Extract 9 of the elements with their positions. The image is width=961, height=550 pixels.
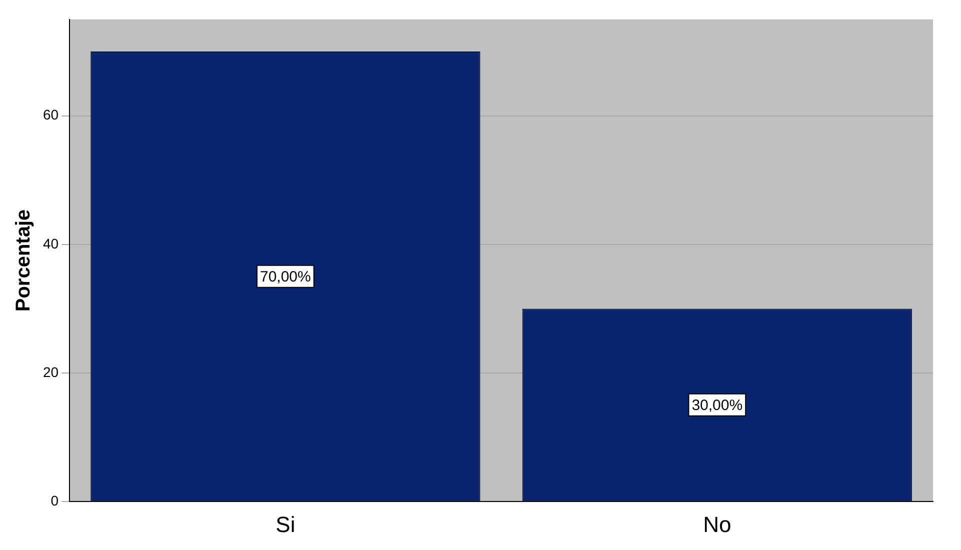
y-tick-label: 60 (42, 106, 59, 123)
y-tick-label: 0 (50, 492, 59, 508)
y-tick-label: 40 (42, 235, 59, 252)
y-tick-label: 20 (42, 364, 59, 380)
x-tick-label: No (703, 512, 732, 537)
x-tick-label: Si (276, 512, 296, 537)
data-label: 30,00% (692, 397, 743, 414)
y-axis-title: Porcentaje (12, 209, 35, 312)
data-label: 70,00% (260, 268, 311, 286)
